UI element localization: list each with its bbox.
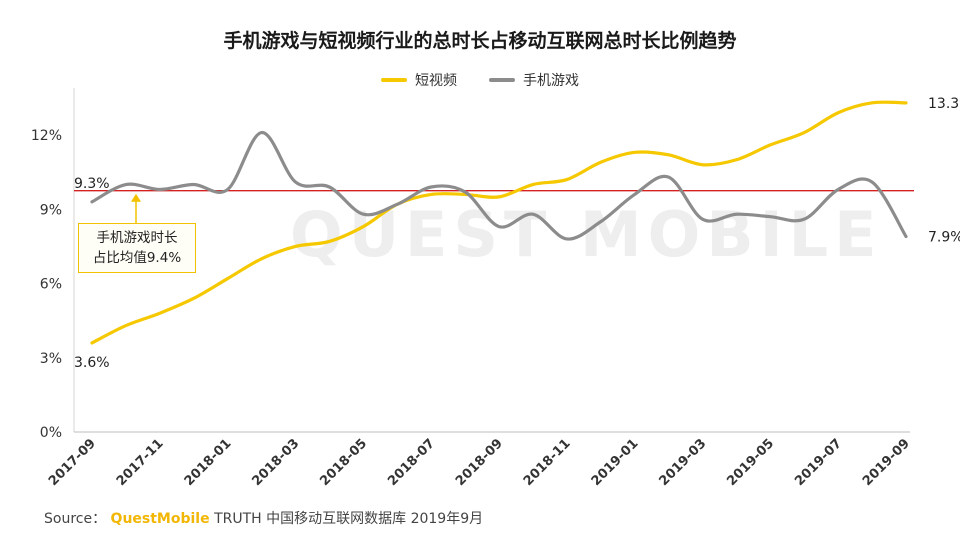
legend-swatch-short-video: [381, 78, 407, 82]
legend-label-short-video: 短视频: [415, 73, 457, 89]
callout-arrowhead: [131, 193, 141, 202]
y-tick-label: 3%: [40, 351, 62, 367]
y-tick-label: 9%: [40, 202, 62, 218]
y-tick-label: 6%: [40, 277, 62, 293]
data-label-mobile-games-start: 9.3%: [74, 176, 110, 192]
x-tick-label: 2018-07: [385, 436, 438, 489]
source-line: Source： QuestMobile TRUTH 中国移动互联网数据库 201…: [44, 508, 483, 528]
series-line-short-video: [90, 100, 908, 345]
data-label-short-video-end: 13.3%: [928, 96, 960, 112]
legend-item-short-video: 短视频: [381, 70, 457, 90]
x-tick-label: 2018-05: [317, 436, 370, 489]
x-tick-label: 2019-05: [724, 436, 777, 489]
y-tick-labels: 0% 3% 6% 9% 12%: [31, 128, 62, 441]
y-tick-label: 0%: [40, 425, 62, 441]
x-tick-label: 2018-09: [453, 436, 506, 489]
legend-label-mobile-games: 手机游戏: [523, 73, 579, 89]
y-tick-label: 12%: [31, 128, 62, 144]
source-label: Source：: [44, 511, 107, 527]
x-tick-label: 2018-03: [250, 436, 303, 489]
x-tick-label: 2019-01: [589, 436, 642, 489]
average-callout-box: 手机游戏时长 占比均值9.4%: [78, 223, 196, 273]
x-tick-label: 2018-01: [182, 436, 235, 489]
x-tick-label: 2019-07: [792, 436, 845, 489]
x-tick-label: 2019-03: [657, 436, 710, 489]
series-line-mobile-games: [90, 130, 908, 241]
x-tick-label: 2017-09: [46, 436, 99, 489]
legend: 短视频 手机游戏: [0, 70, 960, 90]
x-tick-label: 2018-11: [521, 436, 574, 489]
callout-line-2: 占比均值9.4%: [92, 250, 182, 266]
data-label-mobile-games-end: 7.9%: [928, 229, 960, 245]
chart-title: 手机游戏与短视频行业的总时长占移动互联网总时长比例趋势: [223, 30, 737, 52]
x-tick-label: 2019-09: [860, 436, 913, 489]
callout-line-1: 手机游戏时长: [96, 230, 178, 246]
source-brand: QuestMobile: [110, 511, 210, 527]
legend-item-mobile-games: 手机游戏: [489, 70, 579, 90]
x-tick-label: 2017-11: [114, 436, 167, 489]
x-tick-labels: 2017-09 2017-11 2018-01 2018-03 2018-05 2018-…: [46, 436, 913, 489]
source-text: TRUTH 中国移动互联网数据库 2019年9月: [214, 511, 484, 527]
legend-swatch-mobile-games: [489, 78, 515, 82]
data-label-short-video-start: 3.6%: [74, 355, 110, 371]
